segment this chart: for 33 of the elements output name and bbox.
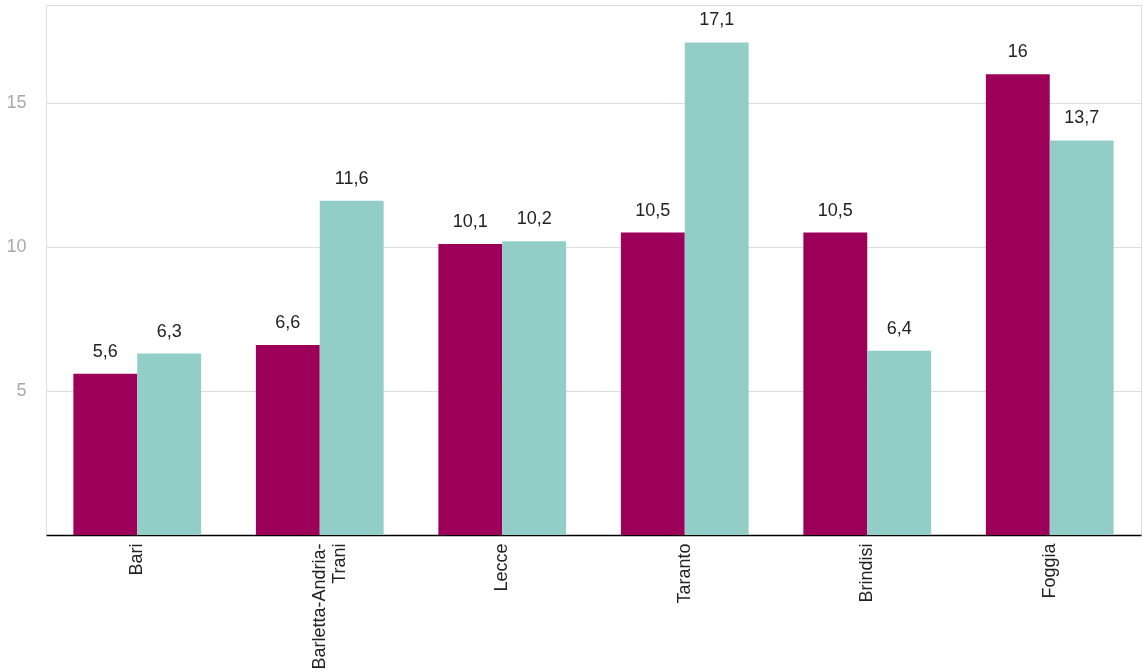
data-label: 17,1 <box>699 9 735 30</box>
y-tick-label: 5 <box>16 380 27 401</box>
data-label: 6,4 <box>886 317 912 338</box>
data-label: 13,7 <box>1064 107 1100 128</box>
data-label: 11,6 <box>334 167 369 188</box>
bar <box>684 42 749 535</box>
data-label: 5,6 <box>92 340 118 361</box>
bar <box>137 353 202 535</box>
bar <box>985 74 1050 535</box>
y-tick-label: 15 <box>6 92 27 113</box>
x-tick-label: Foggia <box>1038 542 1059 599</box>
x-tick-label: Barletta-Andria-Trani <box>308 543 349 670</box>
data-label: 10,2 <box>516 208 552 229</box>
bar <box>502 241 567 535</box>
data-label: 10,1 <box>452 211 488 232</box>
bar <box>1049 140 1114 535</box>
data-label: 16 <box>1007 41 1028 62</box>
y-tick-label: 10 <box>6 236 27 257</box>
x-tick-label: Lecce <box>491 543 512 592</box>
bar <box>73 373 138 535</box>
bar <box>319 200 384 535</box>
x-tick-label: Brindisi <box>856 543 877 603</box>
x-tick-label: Bari <box>126 543 147 576</box>
data-label: 10,5 <box>635 199 671 220</box>
data-label: 10,5 <box>817 199 853 220</box>
bar <box>867 350 932 535</box>
data-label: 6,3 <box>156 320 182 341</box>
bar <box>620 232 685 535</box>
data-label: 6,6 <box>275 311 301 332</box>
x-tick-label: Taranto <box>673 543 694 604</box>
bar <box>438 244 503 535</box>
bar <box>255 344 320 535</box>
bar <box>803 232 868 535</box>
